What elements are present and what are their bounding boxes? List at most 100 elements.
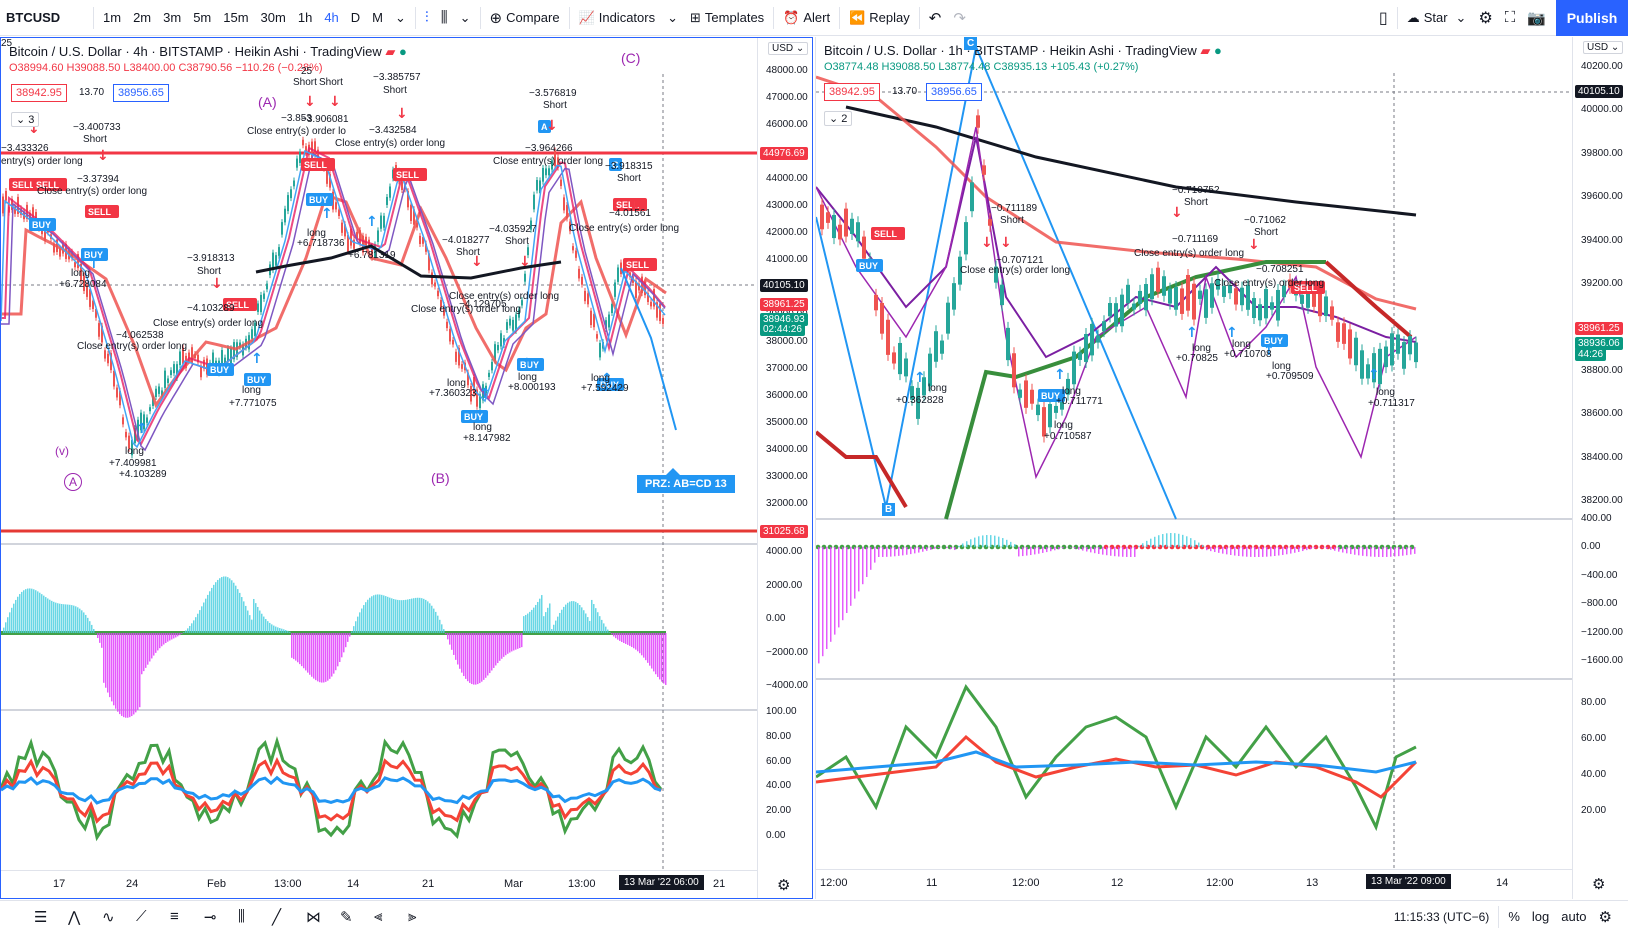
- interval-M[interactable]: M: [366, 0, 389, 36]
- settings-gear-icon[interactable]: ⚙: [1472, 0, 1498, 36]
- candle-body: [5, 191, 7, 201]
- candle-body: [581, 277, 583, 285]
- right-close: C38935.13: [993, 61, 1047, 73]
- replay-button[interactable]: ⏪Replay: [843, 0, 916, 36]
- bars-icon[interactable]: ⫼: [232, 899, 266, 935]
- left-currency-button[interactable]: USD ⌄: [768, 42, 808, 55]
- left-sell-price-button[interactable]: 38942.95: [11, 84, 67, 102]
- trend-line-icon[interactable]: ⟋: [130, 899, 164, 935]
- undo-icon[interactable]: ↶: [923, 0, 948, 36]
- histogram-bar: [335, 633, 337, 670]
- histogram-bar: [403, 600, 405, 633]
- histogram-bar: [527, 614, 529, 633]
- left-indicators-collapse-button[interactable]: ⌄ 3: [11, 112, 39, 127]
- signal-arrow-icon: ↓: [329, 94, 341, 110]
- bar-style-icon[interactable]: ⫶: [419, 0, 435, 36]
- brush-icon[interactable]: ✎: [334, 899, 368, 935]
- right-sell-price-button[interactable]: 38942.95: [824, 83, 880, 101]
- histogram-bar: [1014, 544, 1016, 547]
- histogram-bar: [1202, 545, 1204, 547]
- interval-1h[interactable]: 1h: [292, 0, 318, 36]
- axis-tick-label: 32000.00: [766, 498, 808, 509]
- log-label: log: [1532, 909, 1549, 924]
- interval-15m[interactable]: 15m: [217, 0, 254, 36]
- candle-body: [293, 181, 295, 187]
- percent-toggle[interactable]: %: [1502, 899, 1526, 935]
- right-chart-settings-icon[interactable]: ⚙: [1592, 875, 1605, 893]
- histogram-bar: [211, 588, 213, 633]
- interval-D[interactable]: D: [345, 0, 366, 36]
- histogram-bar: [1142, 543, 1144, 547]
- wave-icon[interactable]: ∿: [96, 899, 130, 935]
- histogram-bar: [1158, 535, 1160, 547]
- clock-label: 11:15:33 (UTC−6): [1394, 910, 1490, 924]
- right-buy-price-button[interactable]: 38956.65: [926, 83, 982, 101]
- chart-type-dropdown-icon[interactable]: ⌄: [454, 0, 477, 36]
- signal-tag: SELL: [623, 258, 657, 271]
- histogram-bar: [455, 633, 457, 660]
- strategy-annotation: −4.01561: [609, 208, 651, 219]
- layout-name-button[interactable]: ☁Star⌄: [1401, 0, 1473, 36]
- line-icon[interactable]: ╱: [266, 899, 300, 935]
- fib-icon[interactable]: ≡: [164, 899, 198, 935]
- strategy-annotation: entry(s) order long: [1, 156, 83, 167]
- clock-timezone-button[interactable]: 11:15:33 (UTC−6): [1388, 899, 1496, 935]
- histogram-bar: [1046, 547, 1048, 552]
- left-buy-price-button[interactable]: 38956.65: [113, 84, 169, 102]
- histogram-bar: [533, 608, 535, 633]
- interval-30m[interactable]: 30m: [255, 0, 292, 36]
- left-bid: 38942.95: [16, 87, 62, 99]
- text-icon[interactable]: ⫷: [368, 899, 402, 935]
- left-chart-settings-icon[interactable]: ⚙: [777, 876, 790, 894]
- left-price-axis[interactable]: USD ⌄ 48000.0047000.0046000.0045000.0044…: [757, 38, 813, 899]
- log-toggle[interactable]: log: [1526, 899, 1555, 935]
- camera-icon[interactable]: 📷: [1521, 0, 1552, 36]
- compare-button[interactable]: ⊕Compare: [484, 0, 566, 36]
- path-icon[interactable]: ⋈: [300, 899, 334, 935]
- interval-3m[interactable]: 3m: [157, 0, 187, 36]
- symbol-search[interactable]: BTCUSD: [0, 0, 90, 36]
- forecast-icon[interactable]: ⫸: [402, 899, 436, 935]
- alert-button[interactable]: ⏰Alert: [777, 0, 836, 36]
- indicators-dropdown-icon[interactable]: ⌄: [661, 0, 684, 36]
- redo-icon[interactable]: ↷: [947, 0, 972, 36]
- chart-properties-gear-icon[interactable]: ⚙: [1593, 899, 1618, 935]
- fullscreen-icon[interactable]: ⛶: [1499, 0, 1522, 36]
- interval-2m[interactable]: 2m: [127, 0, 157, 36]
- left-symbol-title: Bitcoin / U.S. Dollar · 4h · BITSTAMP · …: [9, 44, 382, 59]
- histogram-bar: [329, 633, 331, 679]
- candle-style-icon[interactable]: ⫼: [435, 0, 454, 36]
- interval-5m[interactable]: 5m: [187, 0, 217, 36]
- candle-body: [548, 168, 550, 175]
- indicators-button[interactable]: 📈Indicators: [573, 0, 662, 36]
- right-indicators-collapse-button[interactable]: ⌄ 2: [824, 111, 852, 126]
- right-currency-button[interactable]: USD ⌄: [1583, 41, 1623, 54]
- candle-body: [173, 364, 175, 373]
- publish-button[interactable]: Publish: [1556, 0, 1628, 36]
- point-label-c: C: [964, 37, 977, 50]
- histogram-bar: [397, 600, 399, 633]
- layout-select-icon[interactable]: ▯: [1373, 0, 1394, 36]
- pattern-icon[interactable]: ⋀: [62, 899, 96, 935]
- hline-icon[interactable]: ⊸: [198, 899, 232, 935]
- templates-button[interactable]: ⊞Templates: [684, 0, 770, 36]
- histogram-bar: [541, 595, 543, 633]
- interval-4h[interactable]: 4h: [318, 0, 344, 36]
- list-icon[interactable]: ☰: [28, 899, 62, 935]
- interval-dropdown-icon[interactable]: ⌄: [389, 0, 412, 36]
- candle-body: [952, 283, 956, 309]
- interval-1m[interactable]: 1m: [97, 0, 127, 36]
- histogram-bar: [363, 605, 365, 633]
- left-open: O38994.60: [9, 62, 63, 74]
- histogram-bar: [427, 601, 429, 633]
- histogram-bar: [1254, 547, 1256, 557]
- chevron-down-icon: ⌄: [16, 114, 25, 126]
- auto-toggle[interactable]: auto: [1555, 899, 1592, 935]
